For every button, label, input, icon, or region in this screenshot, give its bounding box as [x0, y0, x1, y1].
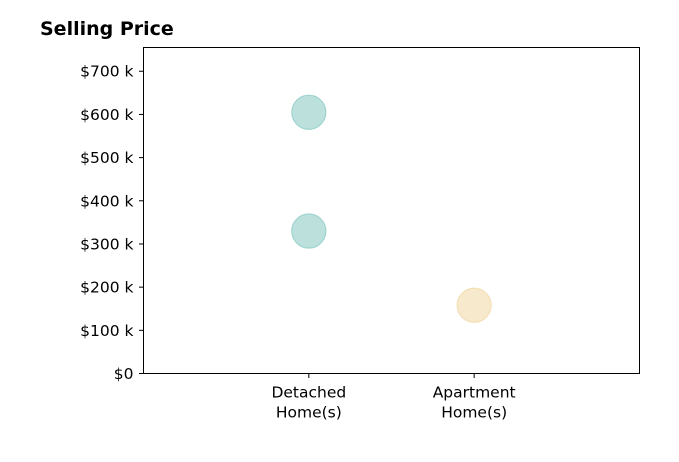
x-tick-label-line: Home(s): [441, 404, 507, 422]
data-point: [456, 287, 492, 323]
x-tick-label-line: Apartment: [433, 384, 516, 402]
y-tick-label: $200 k: [80, 279, 133, 297]
y-tick-label: $300 k: [80, 235, 133, 253]
x-axis: Detached Home(s) Apartment Home(s): [271, 373, 516, 422]
x-tick-label: Apartment Home(s): [433, 384, 516, 422]
x-tick-label-line: Home(s): [276, 404, 342, 422]
x-tick-label: Detached Home(s): [271, 384, 346, 422]
y-tick-label: $600 k: [80, 106, 133, 124]
y-tick-label: $0: [114, 365, 134, 383]
y-tick-label: $500 k: [80, 149, 133, 167]
chart-title: Selling Price: [40, 18, 174, 40]
x-tick-label-line: Detached: [271, 384, 346, 402]
data-point: [291, 94, 327, 130]
plot-frame: [143, 47, 640, 374]
y-tick-label: $100 k: [80, 322, 133, 340]
y-tick-label: $400 k: [80, 192, 133, 210]
y-tick-label: $700 k: [80, 63, 133, 81]
data-point: [291, 213, 327, 249]
points-layer: [291, 94, 492, 323]
y-axis: $0 $100 k $200 k $300 k $400 k $500 k $600 k $7…: [80, 63, 144, 383]
